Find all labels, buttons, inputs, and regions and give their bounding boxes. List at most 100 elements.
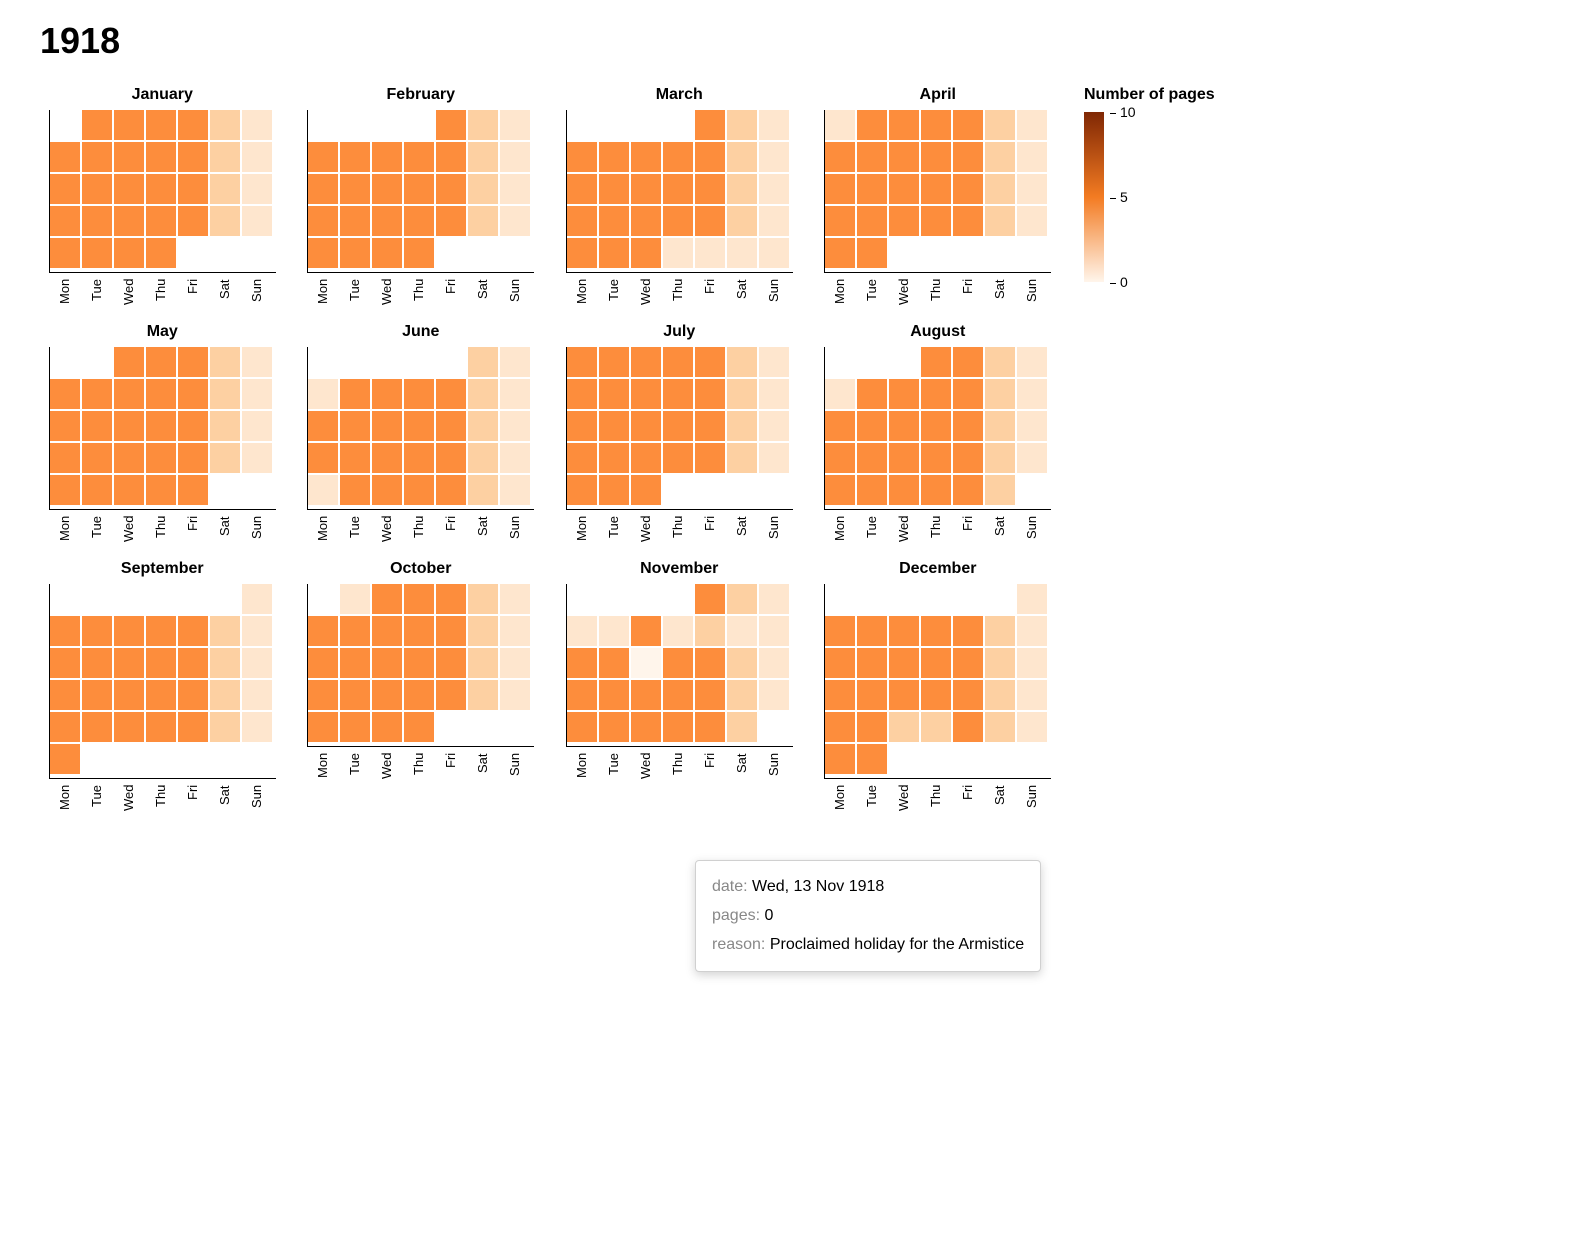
calendar-day-cell[interactable]: [114, 110, 144, 140]
calendar-day-cell[interactable]: [695, 206, 725, 236]
calendar-day-cell[interactable]: [727, 584, 757, 614]
calendar-day-cell[interactable]: [759, 584, 789, 614]
calendar-day-cell[interactable]: [308, 142, 338, 172]
calendar-day-cell[interactable]: [500, 648, 530, 678]
calendar-day-cell[interactable]: [663, 238, 693, 268]
calendar-day-cell[interactable]: [372, 142, 402, 172]
calendar-day-cell[interactable]: [663, 142, 693, 172]
calendar-day-cell[interactable]: [1017, 648, 1047, 678]
calendar-day-cell[interactable]: [1017, 584, 1047, 614]
calendar-day-cell[interactable]: [178, 616, 208, 646]
calendar-day-cell[interactable]: [599, 142, 629, 172]
calendar-day-cell[interactable]: [857, 680, 887, 710]
calendar-day-cell[interactable]: [985, 379, 1015, 409]
calendar-day-cell[interactable]: [210, 616, 240, 646]
calendar-day-cell[interactable]: [468, 110, 498, 140]
calendar-day-cell[interactable]: [500, 411, 530, 441]
calendar-day-cell[interactable]: [663, 206, 693, 236]
calendar-day-cell[interactable]: [599, 616, 629, 646]
calendar-day-cell[interactable]: [889, 379, 919, 409]
calendar-day-cell[interactable]: [436, 584, 466, 614]
calendar-day-cell[interactable]: [567, 174, 597, 204]
calendar-day-cell[interactable]: [308, 443, 338, 473]
calendar-day-cell[interactable]: [178, 206, 208, 236]
calendar-day-cell[interactable]: [857, 238, 887, 268]
calendar-day-cell[interactable]: [372, 616, 402, 646]
calendar-day-cell[interactable]: [1017, 411, 1047, 441]
calendar-day-cell[interactable]: [340, 443, 370, 473]
calendar-day-cell[interactable]: [759, 347, 789, 377]
calendar-day-cell[interactable]: [372, 238, 402, 268]
calendar-day-cell[interactable]: [468, 584, 498, 614]
calendar-day-cell[interactable]: [468, 347, 498, 377]
calendar-day-cell[interactable]: [50, 443, 80, 473]
calendar-day-cell[interactable]: [663, 443, 693, 473]
calendar-day-cell[interactable]: [372, 411, 402, 441]
calendar-day-cell[interactable]: [372, 648, 402, 678]
calendar-day-cell[interactable]: [500, 379, 530, 409]
calendar-day-cell[interactable]: [921, 379, 951, 409]
calendar-day-cell[interactable]: [82, 680, 112, 710]
calendar-day-cell[interactable]: [50, 712, 80, 742]
calendar-day-cell[interactable]: [340, 616, 370, 646]
calendar-day-cell[interactable]: [340, 411, 370, 441]
calendar-day-cell[interactable]: [695, 584, 725, 614]
calendar-day-cell[interactable]: [50, 206, 80, 236]
calendar-day-cell[interactable]: [889, 411, 919, 441]
calendar-day-cell[interactable]: [1017, 174, 1047, 204]
calendar-day-cell[interactable]: [1017, 142, 1047, 172]
calendar-day-cell[interactable]: [500, 475, 530, 505]
calendar-day-cell[interactable]: [82, 379, 112, 409]
calendar-day-cell[interactable]: [695, 379, 725, 409]
calendar-day-cell[interactable]: [146, 443, 176, 473]
calendar-day-cell[interactable]: [727, 648, 757, 678]
calendar-day-cell[interactable]: [727, 142, 757, 172]
calendar-day-cell[interactable]: [921, 680, 951, 710]
calendar-day-cell[interactable]: [436, 443, 466, 473]
calendar-day-cell[interactable]: [631, 206, 661, 236]
calendar-day-cell[interactable]: [599, 475, 629, 505]
calendar-day-cell[interactable]: [631, 347, 661, 377]
calendar-day-cell[interactable]: [663, 411, 693, 441]
calendar-day-cell[interactable]: [242, 411, 272, 441]
calendar-day-cell[interactable]: [242, 443, 272, 473]
calendar-day-cell[interactable]: [82, 411, 112, 441]
calendar-day-cell[interactable]: [727, 110, 757, 140]
calendar-day-cell[interactable]: [404, 238, 434, 268]
calendar-day-cell[interactable]: [599, 238, 629, 268]
calendar-day-cell[interactable]: [889, 443, 919, 473]
calendar-day-cell[interactable]: [50, 238, 80, 268]
calendar-day-cell[interactable]: [695, 174, 725, 204]
calendar-day-cell[interactable]: [340, 174, 370, 204]
calendar-day-cell[interactable]: [404, 142, 434, 172]
calendar-day-cell[interactable]: [404, 443, 434, 473]
calendar-day-cell[interactable]: [985, 174, 1015, 204]
calendar-day-cell[interactable]: [631, 680, 661, 710]
calendar-day-cell[interactable]: [567, 680, 597, 710]
calendar-day-cell[interactable]: [825, 142, 855, 172]
calendar-day-cell[interactable]: [146, 174, 176, 204]
calendar-day-cell[interactable]: [759, 174, 789, 204]
calendar-day-cell[interactable]: [825, 206, 855, 236]
calendar-day-cell[interactable]: [210, 379, 240, 409]
calendar-day-cell[interactable]: [372, 475, 402, 505]
calendar-day-cell[interactable]: [436, 110, 466, 140]
calendar-day-cell[interactable]: [372, 174, 402, 204]
calendar-day-cell[interactable]: [242, 712, 272, 742]
calendar-day-cell[interactable]: [340, 142, 370, 172]
calendar-day-cell[interactable]: [825, 110, 855, 140]
calendar-day-cell[interactable]: [308, 206, 338, 236]
calendar-day-cell[interactable]: [889, 475, 919, 505]
calendar-day-cell[interactable]: [500, 616, 530, 646]
calendar-day-cell[interactable]: [178, 379, 208, 409]
calendar-day-cell[interactable]: [857, 411, 887, 441]
calendar-day-cell[interactable]: [146, 475, 176, 505]
calendar-day-cell[interactable]: [921, 142, 951, 172]
calendar-day-cell[interactable]: [985, 411, 1015, 441]
calendar-day-cell[interactable]: [825, 379, 855, 409]
calendar-day-cell[interactable]: [599, 206, 629, 236]
calendar-day-cell[interactable]: [857, 648, 887, 678]
calendar-day-cell[interactable]: [631, 616, 661, 646]
calendar-day-cell[interactable]: [759, 238, 789, 268]
calendar-day-cell[interactable]: [953, 347, 983, 377]
